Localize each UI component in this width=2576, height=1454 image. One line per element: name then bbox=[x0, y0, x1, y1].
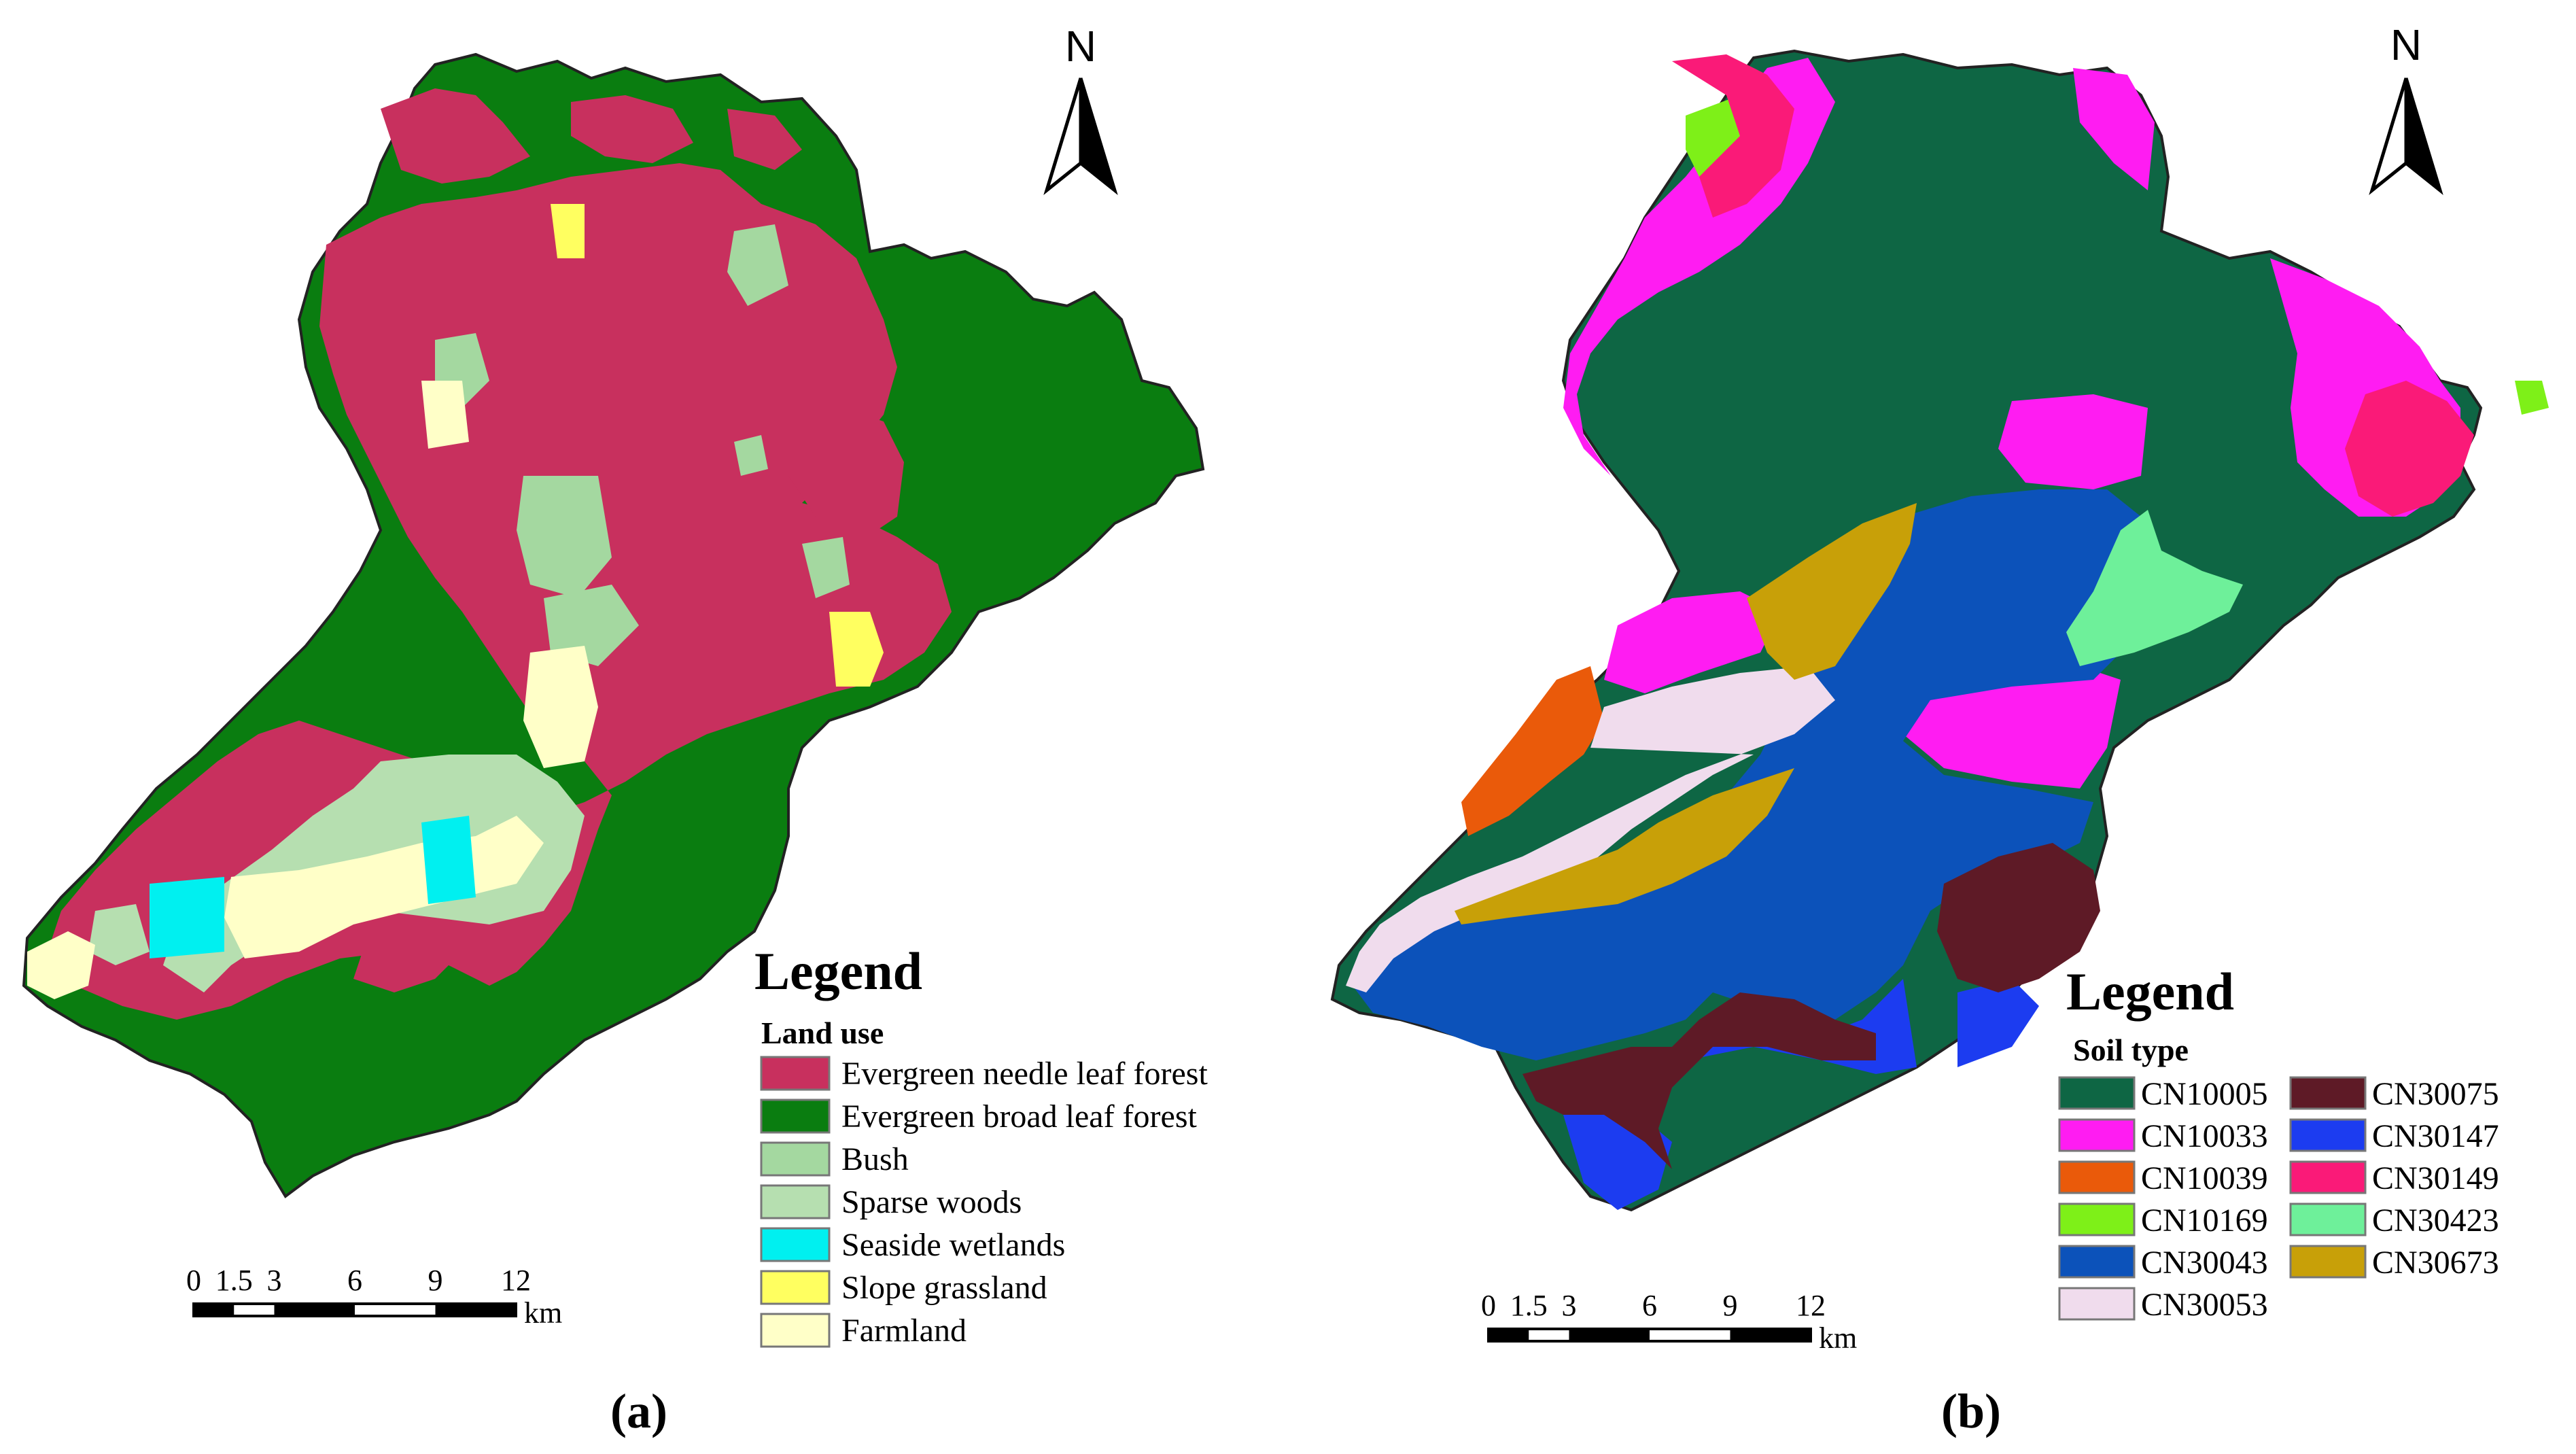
cn30423-patch bbox=[2066, 510, 2243, 666]
legend-b-label-9: CN30423 bbox=[2372, 1202, 2499, 1239]
legend-a-label-4: Seaside wetlands bbox=[841, 1227, 1065, 1263]
legend-a-swatch-1 bbox=[760, 1098, 831, 1134]
scale-tick-1: 1.5 bbox=[215, 1264, 253, 1297]
legend-a-swatch-0 bbox=[760, 1056, 831, 1091]
seaside-wetlands-patches bbox=[150, 816, 476, 958]
legend-a-label-3: Sparse woods bbox=[841, 1184, 1022, 1220]
legend-a-swatch-6 bbox=[760, 1313, 831, 1348]
legend-b-swatch-10 bbox=[2289, 1245, 2367, 1279]
legend-b-label-7: CN30147 bbox=[2372, 1118, 2499, 1154]
legend-b-swatch-1 bbox=[2058, 1118, 2136, 1152]
scale-bar-segment bbox=[435, 1304, 516, 1316]
scale-bar-segment bbox=[274, 1304, 355, 1316]
legend-b-swatch-0 bbox=[2058, 1076, 2136, 1110]
legend-a-swatch-3 bbox=[760, 1184, 831, 1219]
scale-tick-0: 0 bbox=[1481, 1289, 1496, 1322]
soil-type-map bbox=[1330, 49, 2549, 1212]
scale-tick-4: 9 bbox=[1723, 1289, 1738, 1322]
legend-b-swatch-7 bbox=[2289, 1118, 2367, 1152]
cn10039-patch bbox=[1461, 666, 1604, 836]
legend-b-label-0: CN10005 bbox=[2141, 1076, 2268, 1112]
legend-b: Legend Soil type CN10005 CN10033 CN10039 CN… bbox=[2058, 962, 2499, 1323]
legend-a-swatch-2 bbox=[760, 1141, 831, 1177]
legend-b-swatch-2 bbox=[2058, 1160, 2136, 1194]
legend-title-b: Legend bbox=[2066, 962, 2234, 1021]
cn30075-patches bbox=[1522, 843, 2100, 1169]
legend-b-swatch-3 bbox=[2058, 1202, 2136, 1236]
legend-b-label-4: CN30043 bbox=[2141, 1245, 2268, 1281]
caption-a: (a) bbox=[610, 1384, 667, 1438]
legend-a-swatch-4 bbox=[760, 1227, 831, 1262]
legend-b-swatch-6 bbox=[2289, 1076, 2367, 1110]
legend-b-swatch-5 bbox=[2058, 1287, 2136, 1321]
legend-subtitle-a: Land use bbox=[761, 1016, 884, 1050]
scale-tick-3: 6 bbox=[347, 1264, 362, 1297]
legend-a-label-1: Evergreen broad leaf forest bbox=[841, 1098, 1198, 1135]
scale-bar-segment bbox=[1489, 1329, 1529, 1341]
scale-tick-0: 0 bbox=[186, 1264, 201, 1297]
slope-grassland-patches bbox=[551, 204, 884, 687]
north-arrow-b: N bbox=[2369, 20, 2443, 195]
cn30149-patches bbox=[1672, 54, 2474, 517]
scale-tick-5: 12 bbox=[501, 1264, 531, 1297]
legend-b-label-6: CN30075 bbox=[2372, 1076, 2499, 1112]
north-arrow-a: N bbox=[1043, 22, 1118, 195]
caption-b: (b) bbox=[1941, 1384, 2001, 1438]
cn30043-patches bbox=[1353, 489, 2148, 1060]
scale-tick-2: 3 bbox=[1562, 1289, 1577, 1322]
scale-tick-1: 1.5 bbox=[1510, 1289, 1548, 1322]
legend-a-swatch-5 bbox=[760, 1270, 831, 1305]
scale-bar-segment bbox=[194, 1304, 234, 1316]
north-label-b: N bbox=[2390, 20, 2422, 69]
legend-b-label-5: CN30053 bbox=[2141, 1287, 2268, 1323]
legend-b-label-10: CN30673 bbox=[2372, 1245, 2499, 1281]
scale-unit: km bbox=[524, 1296, 562, 1330]
legend-b-label-8: CN30149 bbox=[2372, 1160, 2499, 1196]
legend-a-label-0: Evergreen needle leaf forest bbox=[841, 1056, 1208, 1092]
legend-b-label-1: CN10033 bbox=[2141, 1118, 2268, 1154]
legend-b-swatch-8 bbox=[2289, 1160, 2367, 1194]
legend-subtitle-b: Soil type bbox=[2073, 1033, 2189, 1067]
scale-bar-segment bbox=[1730, 1329, 1811, 1341]
scale-bar-segment bbox=[1569, 1329, 1650, 1341]
scale-tick-3: 6 bbox=[1642, 1289, 1657, 1322]
legend-b-label-3: CN10169 bbox=[2141, 1202, 2268, 1239]
farmland-patches bbox=[27, 381, 598, 999]
legend-a-label-5: Slope grassland bbox=[841, 1270, 1047, 1306]
cn30673-patches bbox=[1455, 503, 1917, 924]
legend-a-label-6: Farmland bbox=[841, 1313, 967, 1349]
scale-unit: km bbox=[1819, 1321, 1857, 1355]
north-label-a: N bbox=[1065, 22, 1096, 71]
legend-a: Legend Land use Evergreen needle leaf fo… bbox=[754, 941, 1208, 1349]
legend-title-a: Legend bbox=[754, 941, 922, 1001]
legend-a-label-2: Bush bbox=[841, 1141, 909, 1177]
needle-leaf-forest-patches bbox=[48, 88, 952, 1020]
legend-b-swatch-4 bbox=[2058, 1245, 2136, 1279]
scale-tick-5: 12 bbox=[1796, 1289, 1826, 1322]
scale-tick-4: 9 bbox=[428, 1264, 443, 1297]
legend-b-label-2: CN10039 bbox=[2141, 1160, 2268, 1196]
scale-tick-2: 3 bbox=[267, 1264, 282, 1297]
legend-b-swatch-9 bbox=[2289, 1202, 2367, 1236]
land-use-map bbox=[22, 52, 1205, 1198]
